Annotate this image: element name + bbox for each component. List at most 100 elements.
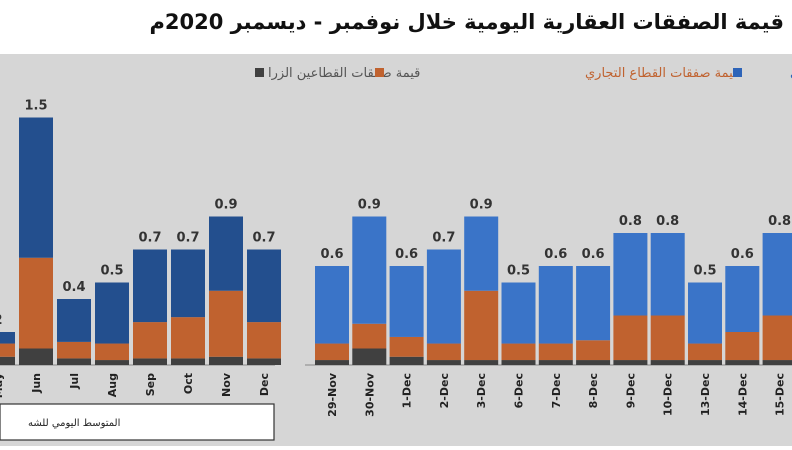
average-box-label: المتوسط اليومي للشه: [28, 418, 120, 429]
x-tick-label: 9-Dec: [624, 373, 637, 408]
bar-residential: [538, 266, 573, 344]
bar-residential: [315, 266, 349, 344]
bar-residential: [133, 249, 167, 323]
bar-agricultural: [0, 356, 15, 365]
bar-commercial: [501, 343, 536, 361]
bar-agricultural: [247, 358, 281, 365]
x-tick-label: Jun: [30, 373, 43, 394]
legend-label: ي السكني: [790, 66, 792, 81]
bar-agricultural: [19, 348, 53, 365]
bar-agricultural: [613, 360, 648, 365]
legend-label: قيمة صفقات القطاعين الزرا: [268, 66, 420, 81]
x-tick-label: 6-Dec: [513, 373, 526, 408]
bar-commercial: [762, 315, 792, 361]
bar-commercial: [171, 317, 205, 359]
legend-swatch: [733, 68, 742, 77]
bar-commercial: [426, 343, 461, 361]
bar-value-label: 0.6: [320, 247, 343, 262]
bar-residential: [426, 249, 461, 344]
bar-value-label: 0.8: [656, 214, 679, 229]
bar-value-label: 1.5: [24, 99, 47, 114]
bar-agricultural: [389, 356, 424, 365]
bar-residential: [352, 216, 387, 324]
bar-value-label: 0.5: [693, 264, 716, 279]
bar-commercial: [464, 290, 499, 361]
x-tick-label: 13-Dec: [699, 373, 712, 416]
x-tick-label: 1-Dec: [401, 373, 414, 408]
bar-agricultural: [538, 360, 573, 365]
bar-commercial: [725, 332, 760, 361]
x-tick-label: 10-Dec: [662, 373, 675, 416]
bar-commercial: [576, 340, 611, 361]
bar-commercial: [650, 315, 685, 361]
bar-residential: [725, 266, 760, 332]
bar-value-label: 0.7: [138, 231, 161, 246]
x-tick-label: 14-Dec: [736, 373, 749, 416]
x-tick-label: 3-Dec: [475, 373, 488, 408]
bar-residential: [464, 216, 499, 291]
x-tick-label: Nov: [220, 372, 233, 397]
bar-value-label: 0.8: [768, 214, 791, 229]
x-tick-label: May: [0, 373, 5, 398]
x-tick-label: 7-Dec: [550, 373, 563, 408]
bar-agricultural: [576, 360, 611, 365]
bar-commercial: [95, 343, 129, 361]
bar-commercial: [19, 257, 53, 349]
bar-residential: [171, 249, 205, 318]
x-tick-label: 2-Dec: [438, 373, 451, 408]
bar-residential: [95, 282, 129, 344]
bar-value-label: 0.5: [507, 264, 530, 279]
bar-value-label: 0.7: [432, 231, 455, 246]
x-tick-label: 30-Nov: [363, 372, 376, 417]
bar-commercial: [209, 290, 243, 357]
x-tick-label: Aug: [106, 373, 119, 397]
legend-swatch: [255, 68, 264, 77]
bar-agricultural: [315, 360, 349, 365]
bar-value-label: 0.8: [619, 214, 642, 229]
bar-agricultural: [464, 360, 499, 365]
bar-commercial: [133, 322, 167, 359]
chart-svg: قيمة صفقات القطاعين الزرا قيمة صفقات القط…: [0, 66, 792, 441]
legend-label: قيمة صفقات القطاع التجاري: [585, 66, 739, 81]
bar-residential: [650, 233, 685, 316]
bar-agricultural: [57, 358, 91, 365]
legend-swatch: [375, 68, 384, 77]
chart-title: قيمة الصفقات العقارية اليومية خلال نوفمب…: [149, 10, 784, 34]
bar-agricultural: [725, 360, 760, 365]
bar-agricultural: [501, 360, 536, 365]
bar-value-label: 0.5: [100, 264, 123, 279]
bar-residential: [389, 266, 424, 337]
bar-residential: [247, 249, 281, 323]
bar-residential: [19, 117, 53, 258]
bar-agricultural: [762, 360, 792, 365]
bar-value-label: 2: [0, 313, 3, 328]
bar-agricultural: [171, 358, 205, 365]
average-box: [0, 403, 275, 441]
bar-agricultural: [133, 358, 167, 365]
bar-commercial: [247, 322, 281, 359]
bar-residential: [576, 266, 611, 341]
bar-residential: [762, 233, 792, 316]
bar-agricultural: [426, 360, 461, 365]
bar-agricultural: [95, 360, 129, 365]
bar-residential: [613, 233, 648, 316]
bar-value-label: 0.9: [470, 198, 493, 213]
bar-residential: [57, 299, 91, 342]
bar-commercial: [538, 343, 573, 361]
bar-value-label: 0.7: [252, 231, 275, 246]
bar-value-label: 0.9: [358, 198, 381, 213]
bar-agricultural: [352, 348, 387, 365]
bar-commercial: [57, 341, 91, 359]
x-tick-label: 8-Dec: [587, 373, 600, 408]
bar-agricultural: [650, 360, 685, 365]
bar-commercial: [0, 343, 15, 357]
bar-agricultural: [688, 360, 722, 365]
bar-value-label: 0.6: [544, 247, 567, 262]
bar-value-label: 0.7: [176, 231, 199, 246]
bar-value-label: 0.4: [62, 280, 85, 295]
bar-value-label: 0.6: [582, 247, 605, 262]
x-tick-label: 29-Nov: [326, 372, 339, 417]
x-tick-label: Dec: [258, 373, 271, 396]
bar-commercial: [688, 343, 722, 361]
